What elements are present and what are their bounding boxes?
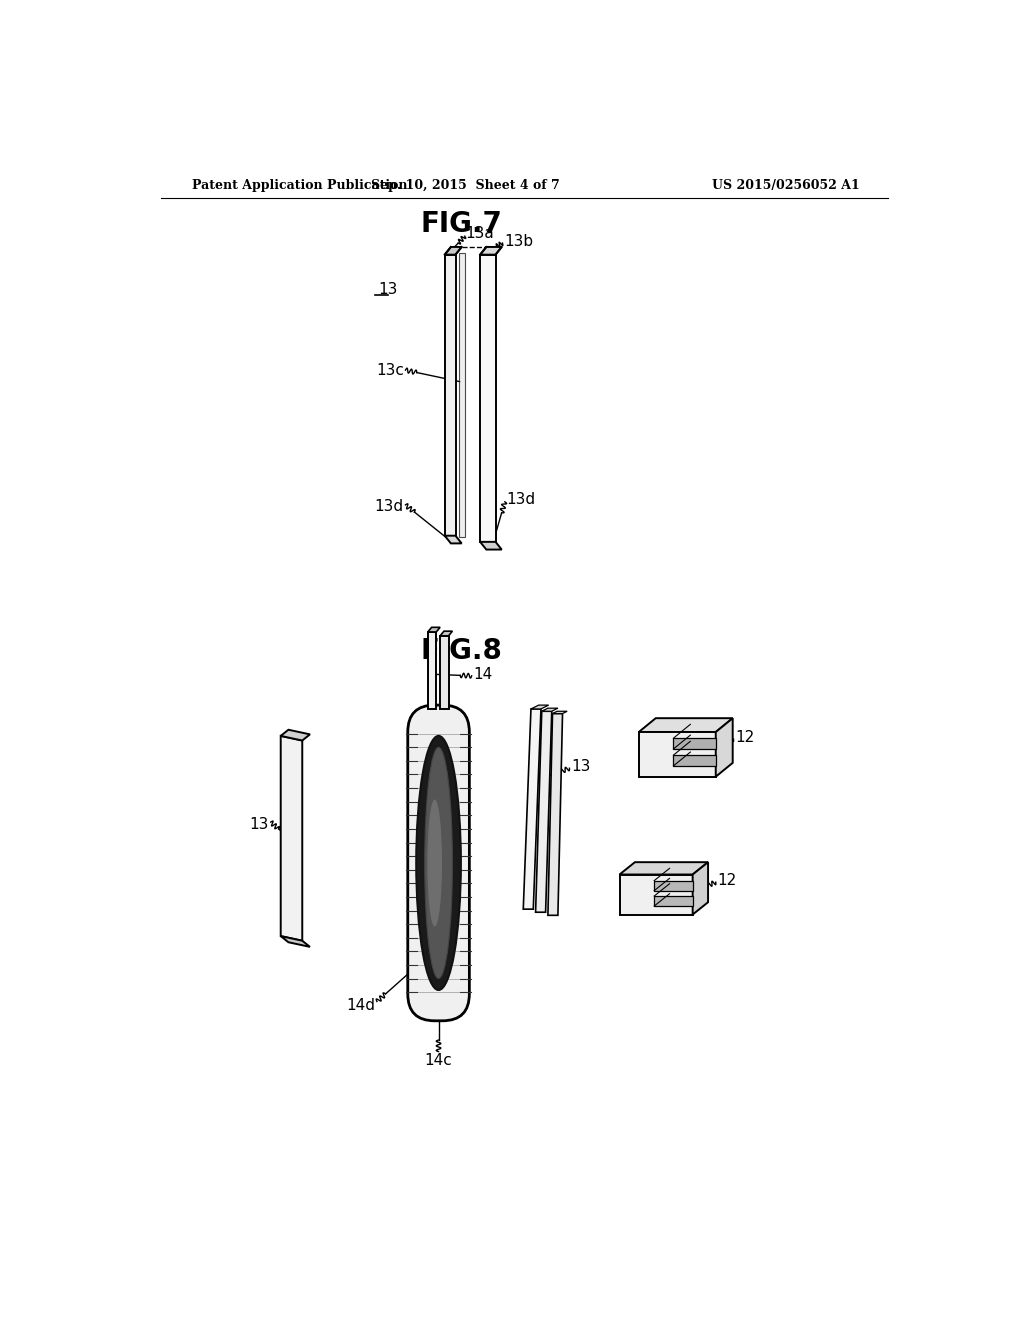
Polygon shape: [444, 536, 462, 544]
Polygon shape: [674, 738, 716, 748]
Polygon shape: [542, 708, 558, 711]
Text: Patent Application Publication: Patent Application Publication: [193, 178, 408, 191]
Polygon shape: [440, 631, 453, 636]
Polygon shape: [654, 896, 692, 906]
Polygon shape: [536, 711, 552, 912]
Polygon shape: [444, 247, 462, 255]
Polygon shape: [281, 936, 310, 946]
Text: US 2015/0256052 A1: US 2015/0256052 A1: [712, 178, 860, 191]
Text: 13d: 13d: [506, 492, 536, 507]
Polygon shape: [480, 543, 502, 549]
Ellipse shape: [416, 737, 461, 990]
Text: FIG.8: FIG.8: [421, 638, 503, 665]
Text: Sep. 10, 2015  Sheet 4 of 7: Sep. 10, 2015 Sheet 4 of 7: [371, 178, 560, 191]
Polygon shape: [654, 880, 692, 891]
Polygon shape: [428, 632, 436, 709]
Text: 13b: 13b: [504, 234, 534, 249]
Ellipse shape: [425, 747, 453, 978]
Text: 13: 13: [571, 759, 591, 775]
Polygon shape: [692, 862, 708, 915]
Polygon shape: [440, 636, 449, 709]
Polygon shape: [480, 247, 502, 255]
Polygon shape: [444, 255, 456, 536]
Text: FIG.7: FIG.7: [421, 210, 503, 238]
Polygon shape: [639, 718, 733, 733]
Polygon shape: [620, 875, 692, 915]
Polygon shape: [674, 755, 716, 766]
Text: 13: 13: [379, 281, 398, 297]
Polygon shape: [531, 705, 549, 709]
Text: 13a: 13a: [466, 226, 495, 242]
Polygon shape: [553, 711, 567, 714]
Polygon shape: [716, 718, 733, 776]
Polygon shape: [281, 730, 310, 741]
Text: 14c: 14c: [425, 1053, 453, 1068]
Polygon shape: [548, 714, 562, 915]
Text: 13: 13: [250, 817, 269, 832]
Polygon shape: [620, 862, 708, 875]
Text: 14: 14: [473, 667, 493, 682]
Text: 14d: 14d: [346, 998, 376, 1012]
Text: 12: 12: [735, 730, 755, 744]
Text: 12: 12: [717, 873, 736, 888]
Polygon shape: [428, 627, 440, 632]
Polygon shape: [281, 737, 302, 941]
Polygon shape: [480, 255, 496, 543]
Text: 13d: 13d: [375, 499, 403, 513]
Polygon shape: [523, 709, 541, 909]
Text: 13c: 13c: [376, 363, 403, 378]
Ellipse shape: [427, 800, 442, 927]
Polygon shape: [459, 253, 465, 537]
FancyBboxPatch shape: [408, 705, 469, 1020]
Polygon shape: [639, 733, 716, 776]
